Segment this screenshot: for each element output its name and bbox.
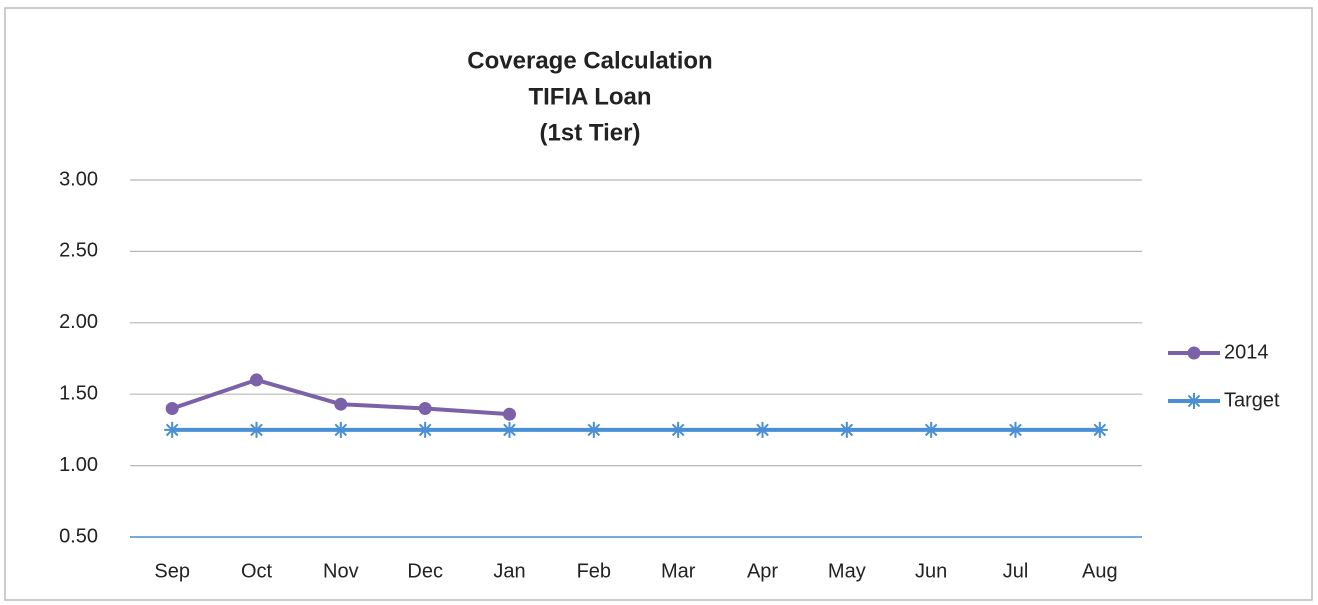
chart-title: (1st Tier)	[540, 119, 641, 146]
point	[248, 421, 265, 438]
point	[754, 421, 771, 438]
point	[1007, 421, 1024, 438]
point	[923, 421, 940, 438]
point	[1091, 421, 1108, 438]
point	[250, 373, 263, 387]
x-tick-label: Oct	[241, 560, 273, 582]
x-tick-label: Jun	[915, 560, 947, 582]
point	[332, 421, 349, 438]
point	[417, 421, 434, 438]
point	[585, 421, 602, 438]
point	[334, 397, 348, 411]
y-tick-label: 3.00	[59, 168, 98, 190]
point	[418, 401, 432, 415]
x-tick-label: Mar	[661, 560, 696, 582]
x-tick-label: Jan	[493, 560, 525, 582]
y-tick-label: 1.00	[59, 454, 98, 476]
x-tick-label: Aug	[1082, 560, 1118, 582]
point	[165, 401, 179, 415]
point	[164, 421, 181, 438]
point	[838, 421, 855, 438]
chart-title: TIFIA Loan	[528, 83, 651, 110]
chart-title: Coverage Calculation	[467, 47, 712, 74]
x-tick-label: Feb	[577, 560, 611, 582]
legend-marker	[1186, 393, 1202, 409]
y-tick-label: 1.50	[59, 382, 98, 404]
x-tick-label: Dec	[407, 560, 443, 582]
x-tick-label: May	[828, 560, 866, 582]
x-tick-label: Nov	[323, 560, 359, 582]
chart-frame	[4, 7, 1313, 601]
y-tick-label: 2.50	[59, 240, 98, 262]
point	[670, 421, 687, 438]
y-tick-label: 0.50	[59, 525, 98, 547]
y-tick-label: 2.00	[59, 311, 98, 333]
point	[503, 407, 516, 421]
x-tick-label: Jul	[1003, 560, 1029, 582]
legend-label: 2014	[1224, 341, 1269, 363]
legend-label: Target	[1224, 389, 1280, 411]
point	[501, 421, 518, 438]
x-tick-label: Apr	[747, 560, 778, 582]
legend-marker	[1187, 346, 1201, 360]
x-tick-label: Sep	[154, 560, 190, 582]
